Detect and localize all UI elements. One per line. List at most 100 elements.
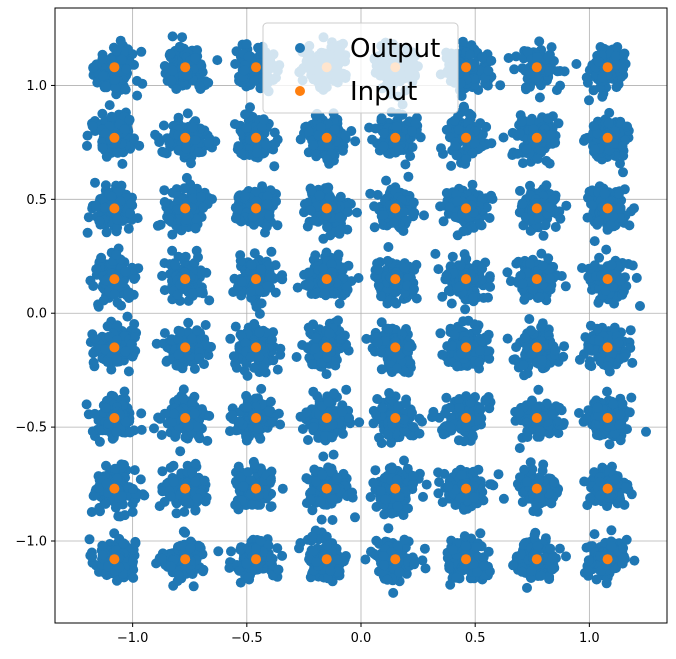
output-point — [434, 477, 445, 487]
output-point — [526, 566, 537, 577]
output-point — [475, 528, 486, 539]
output-point — [533, 475, 544, 486]
output-point — [443, 481, 454, 492]
output-point — [493, 469, 504, 480]
output-point — [111, 427, 122, 438]
output-point — [399, 455, 409, 466]
output-point — [517, 278, 528, 289]
output-point — [157, 553, 167, 564]
output-point — [408, 471, 419, 481]
output-point — [97, 550, 108, 560]
output-point — [403, 503, 413, 514]
output-point — [408, 422, 419, 432]
output-point — [535, 426, 546, 436]
output-point — [308, 422, 319, 433]
output-point — [547, 553, 558, 563]
output-point — [175, 446, 186, 457]
output-point — [377, 402, 388, 413]
output-point — [183, 317, 194, 328]
output-point — [301, 407, 312, 418]
output-point — [168, 460, 179, 471]
output-point — [517, 566, 528, 577]
output-point — [420, 563, 431, 574]
output-point — [619, 352, 629, 363]
output-point — [94, 216, 105, 227]
output-point — [382, 574, 393, 585]
output-point — [190, 505, 201, 516]
output-point — [95, 506, 105, 517]
output-point — [460, 541, 471, 551]
output-point — [253, 423, 264, 434]
output-point — [580, 332, 591, 343]
output-point — [258, 362, 269, 373]
output-point — [119, 510, 130, 521]
output-point — [266, 246, 277, 257]
output-point — [156, 430, 167, 440]
output-point — [170, 259, 181, 270]
output-point — [249, 362, 260, 373]
output-point — [226, 546, 236, 557]
output-point — [376, 486, 387, 496]
output-point — [544, 273, 555, 284]
output-point — [128, 572, 139, 583]
output-point — [383, 242, 394, 252]
output-point — [135, 474, 146, 485]
output-point — [519, 332, 530, 343]
output-point — [233, 461, 244, 472]
output-point — [183, 421, 194, 432]
output-point — [325, 565, 336, 576]
output-point — [301, 473, 312, 484]
output-point — [277, 550, 288, 561]
output-point — [195, 541, 205, 552]
output-point — [635, 301, 645, 311]
output-point — [483, 546, 494, 557]
output-point — [97, 540, 108, 551]
output-point — [322, 540, 332, 551]
output-point — [240, 338, 251, 348]
output-point — [373, 264, 384, 275]
output-point — [561, 551, 571, 562]
output-point — [265, 475, 276, 486]
output-point — [317, 469, 328, 480]
output-point — [386, 464, 397, 475]
output-point — [618, 553, 629, 564]
output-point — [178, 393, 189, 404]
output-point — [418, 491, 428, 502]
output-point — [615, 275, 626, 286]
output-point — [254, 308, 265, 319]
output-point — [433, 488, 444, 499]
output-point — [610, 474, 621, 485]
output-point — [187, 398, 198, 408]
output-point — [468, 293, 478, 304]
output-point — [111, 249, 122, 260]
output-point — [399, 262, 410, 273]
output-point — [618, 543, 629, 553]
output-point — [522, 476, 532, 487]
output-point — [235, 544, 246, 555]
output-point — [129, 274, 140, 284]
output-point — [392, 540, 403, 551]
output-point — [327, 515, 338, 525]
output-point — [391, 298, 402, 309]
output-point — [532, 541, 543, 552]
output-point — [592, 402, 603, 413]
output-point — [447, 340, 458, 351]
output-point — [273, 564, 284, 575]
output-point — [433, 264, 444, 275]
output-point — [327, 432, 337, 443]
output-point — [93, 483, 104, 493]
output-point — [332, 554, 343, 565]
output-point — [574, 354, 585, 365]
output-point — [353, 273, 364, 283]
output-point — [334, 298, 345, 309]
output-point — [180, 251, 191, 262]
output-point — [547, 564, 558, 575]
output-point — [225, 333, 236, 344]
output-point — [136, 424, 147, 435]
output-point — [400, 542, 411, 553]
output-point — [516, 549, 527, 560]
output-point — [376, 364, 387, 375]
output-point — [591, 574, 602, 585]
output-point — [311, 476, 322, 487]
output-point — [120, 416, 131, 427]
